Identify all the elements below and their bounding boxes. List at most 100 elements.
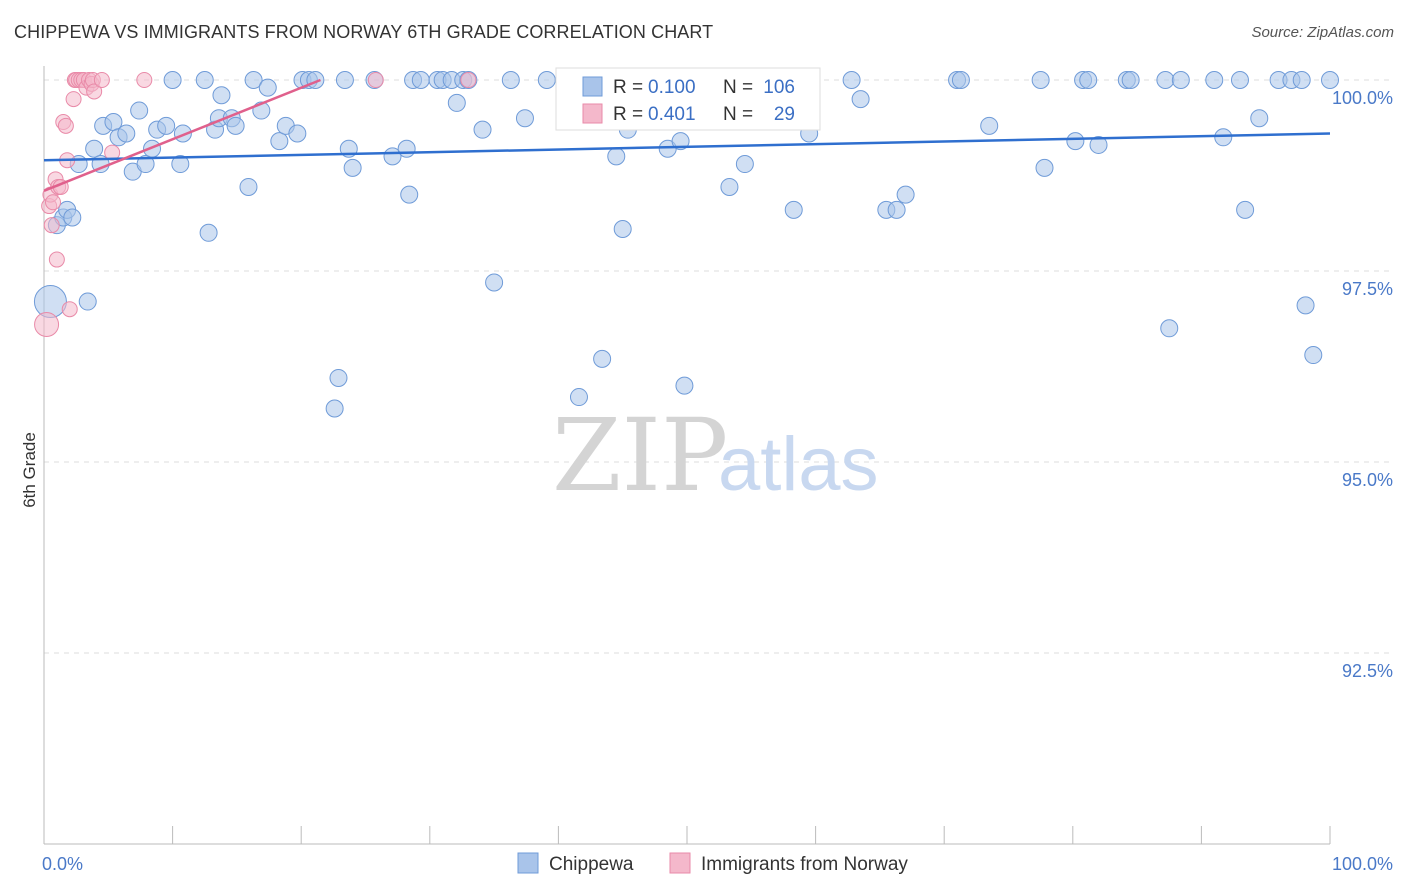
chippewa-point-85 [1035,158,1054,177]
chippewa-point-58 [501,71,520,89]
chippewa-point-18 [157,116,176,135]
y-tick-label-1: 97.5% [1342,279,1393,299]
watermark-zip: ZIP [552,397,728,514]
norway-point-26 [136,72,153,88]
chippewa-point-15 [136,155,155,174]
y-axis-label: 6th Grade [20,432,39,508]
chippewa-point-86 [1066,132,1085,151]
chippewa-point-74 [784,200,803,219]
legend-swatch-norway [582,103,603,124]
norway-point-28 [460,72,477,88]
chippewa-point-93 [1160,319,1179,338]
trend-lines [43,78,1331,192]
chippewa-point-35 [288,124,307,143]
chippewa-point-76 [842,71,861,89]
chippewa-point-20 [171,155,190,174]
chippewa-point-82 [951,71,970,89]
source-credit: Source: ZipAtlas.com [1251,24,1394,41]
chippewa-point-4 [63,208,82,227]
chippewa-point-53 [447,93,466,112]
stats-legend: R = 0.100 N = 106 R = 0.401 N = 29 [555,67,821,131]
chippewa-point-40 [329,368,348,387]
chippewa-point-41 [335,71,354,89]
chippewa-point-38 [306,71,325,89]
chart-title: CHIPPEWA VS IMMIGRANTS FROM NORWAY 6TH G… [14,22,714,42]
chippewa-point-49 [411,71,430,89]
chippewa-point-84 [1031,71,1050,89]
legend-n-value-norway: 29 [774,104,795,125]
norway-point-12 [61,301,78,318]
chippewa-point-61 [569,388,588,407]
chippewa-point-72 [735,155,754,174]
chippewa-point-33 [270,132,289,151]
chippewa-point-46 [397,139,416,158]
legend-swatch-chippewa [582,76,603,97]
chippewa-point-6 [78,292,97,311]
chippewa-point-12 [117,124,136,143]
chippewa-point-62 [593,349,612,368]
gridlines [44,79,1392,654]
norway-point-24 [93,72,110,88]
watermark-atlas: atlas [718,422,879,507]
chippewa-points [33,71,1339,418]
y-tick-label-2: 95.0% [1342,470,1393,490]
chippewa-point-98 [1236,200,1255,219]
chippewa-point-88 [1079,71,1098,89]
chippewa-point-83 [980,116,999,135]
norway-point-27 [367,72,384,88]
norway-point-13 [65,91,82,108]
y-tick-labels: 100.0% 97.5% 95.0% 92.5% [1332,88,1393,681]
chippewa-point-57 [485,273,504,292]
y-tick-label-3: 92.5% [1342,661,1393,681]
x-tick-label-0: 0.0% [42,854,83,874]
legend-r-label-chippewa: R = [613,77,643,98]
chippewa-point-56 [473,120,492,139]
chippewa-point-104 [1304,346,1323,365]
chippewa-point-59 [515,109,534,128]
legend-n-value-chippewa: 106 [763,77,795,98]
norway-point-0 [34,311,60,337]
chippewa-point-105 [1321,71,1339,89]
chippewa-point-102 [1292,71,1311,89]
legend-n-label-chippewa: N = [723,77,753,98]
chippewa-point-43 [343,158,362,177]
y-tick-label-0: 100.0% [1332,88,1393,108]
bottom-swatch-norway [669,852,691,874]
chippewa-trend-line [43,132,1331,162]
chippewa-point-94 [1171,71,1190,89]
bottom-legend-norway: Immigrants from Norway [701,854,908,875]
chippewa-point-14 [130,101,149,120]
norway-point-4 [45,194,62,211]
chippewa-point-47 [400,185,419,204]
chippewa-point-26 [212,86,231,105]
chippewa-point-69 [675,376,694,395]
chippewa-point-71 [720,177,739,196]
chippewa-point-22 [195,71,214,89]
norway-points [34,72,477,337]
norway-point-3 [43,217,60,234]
legend-r-value-norway: 0.401 [648,104,696,125]
chippewa-point-39 [325,399,344,418]
bottom-swatch-chippewa [517,852,539,874]
norway-point-23 [86,83,103,100]
chippewa-point-28 [226,116,245,135]
chippewa-point-64 [613,219,632,238]
series-legend: Chippewa Immigrants from Norway [517,852,908,875]
norway-point-10 [57,117,74,134]
chippewa-point-80 [896,185,915,204]
legend-r-label-norway: R = [613,104,643,125]
chippewa-point-92 [1156,71,1175,89]
chippewa-point-99 [1250,109,1269,128]
norway-trend-line [43,78,321,192]
chippewa-point-89 [1089,135,1108,154]
x-tick-labels: 0.0% 100.0% [42,854,1393,874]
chippewa-point-30 [244,71,263,89]
chippewa-point-7 [85,139,104,158]
chippewa-point-19 [163,71,182,89]
x-tick-label-1: 100.0% [1332,854,1393,874]
norway-point-25 [104,144,121,161]
axes [43,66,1331,845]
chippewa-point-103 [1296,296,1315,315]
bottom-legend-chippewa: Chippewa [549,854,634,875]
chippewa-point-95 [1205,71,1224,89]
